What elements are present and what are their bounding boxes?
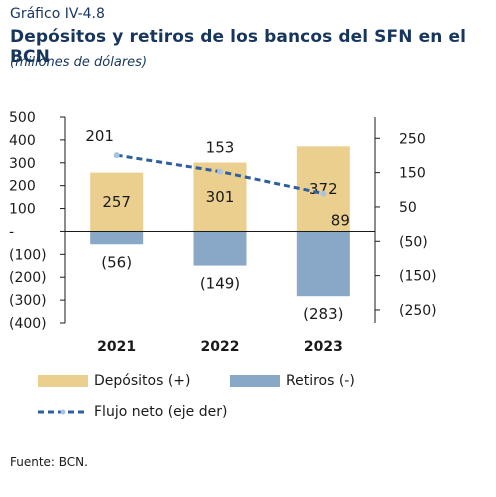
y-right-tick-label: (50) bbox=[399, 234, 428, 250]
y-left-tick-label: (400) bbox=[9, 316, 47, 332]
y-right-tick-label: (150) bbox=[399, 269, 437, 285]
bar-withdrawals bbox=[193, 231, 247, 266]
y-left-tick-label: (200) bbox=[9, 270, 47, 286]
y-right-tick-label: 50 bbox=[399, 200, 417, 216]
y-left-tick-label: (100) bbox=[9, 247, 47, 263]
legend-label-deposits: Depósitos (+) bbox=[94, 373, 191, 389]
legend-label-net-flow: Flujo neto (eje der) bbox=[94, 404, 228, 420]
point-net-flow bbox=[113, 152, 120, 159]
chart-label: Gráfico IV-4.8 bbox=[10, 6, 105, 22]
legend-swatch-withdrawals bbox=[230, 375, 280, 387]
y-left-tick-label: (300) bbox=[9, 293, 47, 309]
legend-swatch-deposits bbox=[38, 375, 88, 387]
data-label-net-flow: 153 bbox=[206, 139, 235, 157]
data-label-withdrawals: (56) bbox=[101, 253, 132, 271]
data-label-net-flow: 201 bbox=[85, 127, 114, 145]
chart-plot: 500 400 300 200 100 - (100) (200) (300) (400) 250 1… bbox=[9, 110, 437, 355]
y-right-tick-label: 150 bbox=[399, 166, 426, 182]
chart-title: Depósitos y retiros de los bancos del SF… bbox=[10, 27, 466, 67]
point-net-flow bbox=[217, 168, 223, 175]
y-left-tick-label: 300 bbox=[9, 156, 36, 172]
chart-subtitle: (millones de dólares) bbox=[10, 55, 148, 70]
bar-withdrawals bbox=[90, 231, 144, 245]
data-label-net-flow: 89 bbox=[331, 212, 350, 230]
data-label-withdrawals: (283) bbox=[303, 305, 343, 323]
source-note: Fuente: BCN. bbox=[10, 455, 88, 469]
data-label-deposits: 257 bbox=[102, 193, 131, 211]
y-left-tick-label: - bbox=[9, 224, 14, 240]
point-net-flow bbox=[320, 190, 327, 197]
y-left-tick-label: 400 bbox=[9, 133, 36, 149]
x-tick-label: 2021 bbox=[97, 339, 136, 355]
y-left-tick-label: 100 bbox=[9, 202, 36, 218]
legend-item-withdrawals: Retiros (-) bbox=[230, 373, 355, 389]
legend-swatch-net-flow bbox=[38, 406, 88, 418]
data-label-withdrawals: (149) bbox=[200, 275, 240, 293]
legend-label-withdrawals: Retiros (-) bbox=[286, 373, 355, 389]
x-tick-label: 2023 bbox=[304, 339, 343, 355]
legend-item-net-flow: Flujo neto (eje der) bbox=[38, 404, 227, 420]
bar-deposits bbox=[90, 172, 144, 232]
y-left-tick-label: 500 bbox=[9, 110, 36, 126]
y-right-tick-label: (250) bbox=[399, 303, 437, 319]
y-right-tick-label: 250 bbox=[399, 131, 426, 147]
bar-withdrawals bbox=[296, 231, 350, 297]
y-left-tick-label: 200 bbox=[9, 179, 36, 195]
data-label-deposits: 301 bbox=[206, 188, 235, 206]
x-tick-label: 2022 bbox=[201, 339, 240, 355]
legend-item-deposits: Depósitos (+) bbox=[38, 373, 190, 389]
